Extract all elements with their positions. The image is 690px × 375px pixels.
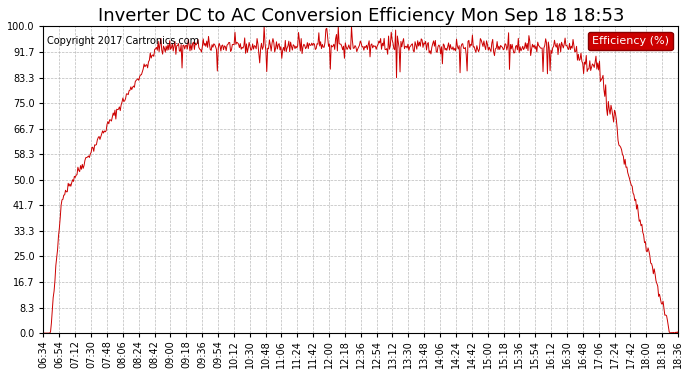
Title: Inverter DC to AC Conversion Efficiency Mon Sep 18 18:53: Inverter DC to AC Conversion Efficiency … bbox=[97, 7, 624, 25]
Text: Copyright 2017 Cartronics.com: Copyright 2017 Cartronics.com bbox=[47, 36, 199, 46]
Legend: Efficiency (%): Efficiency (%) bbox=[588, 32, 673, 50]
